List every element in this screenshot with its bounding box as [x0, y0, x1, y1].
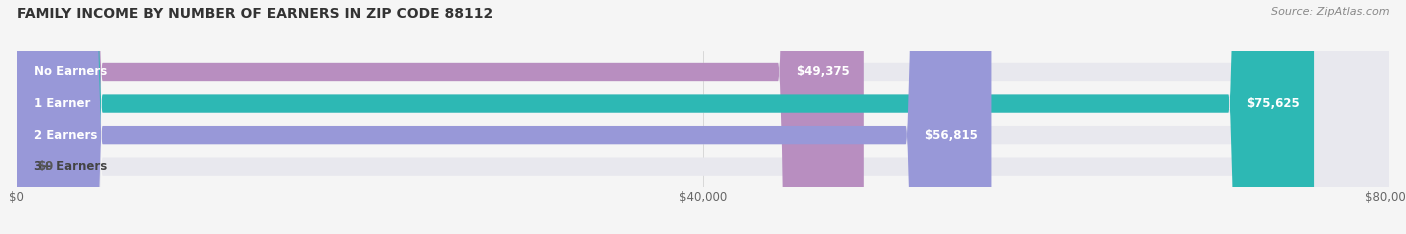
- Text: $49,375: $49,375: [796, 66, 851, 78]
- Text: No Earners: No Earners: [34, 66, 107, 78]
- FancyBboxPatch shape: [17, 0, 1389, 234]
- FancyBboxPatch shape: [17, 0, 1315, 234]
- FancyBboxPatch shape: [17, 0, 1389, 234]
- FancyBboxPatch shape: [17, 0, 1389, 234]
- Text: $0: $0: [38, 160, 53, 173]
- Text: FAMILY INCOME BY NUMBER OF EARNERS IN ZIP CODE 88112: FAMILY INCOME BY NUMBER OF EARNERS IN ZI…: [17, 7, 494, 21]
- Text: Source: ZipAtlas.com: Source: ZipAtlas.com: [1271, 7, 1389, 17]
- Text: 2 Earners: 2 Earners: [34, 129, 97, 142]
- Text: 1 Earner: 1 Earner: [34, 97, 90, 110]
- FancyBboxPatch shape: [17, 0, 1389, 234]
- FancyBboxPatch shape: [17, 0, 991, 234]
- Text: $75,625: $75,625: [1247, 97, 1301, 110]
- FancyBboxPatch shape: [17, 0, 863, 234]
- Text: 3+ Earners: 3+ Earners: [34, 160, 107, 173]
- Text: $56,815: $56,815: [924, 129, 977, 142]
